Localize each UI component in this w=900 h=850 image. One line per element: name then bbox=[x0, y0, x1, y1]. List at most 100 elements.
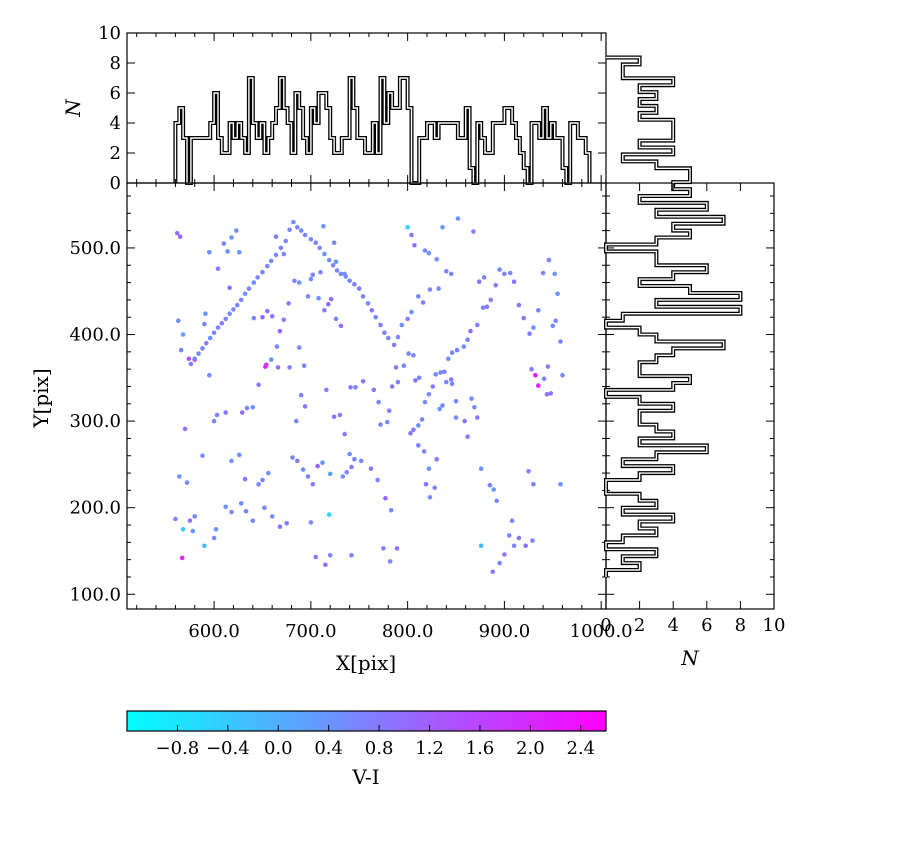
scatter-point bbox=[313, 240, 319, 245]
scatter-point bbox=[509, 518, 515, 523]
scatter-frame bbox=[126, 182, 607, 610]
scatter-point bbox=[360, 294, 366, 299]
x-tick-label: 900.0 bbox=[479, 621, 531, 642]
right-histogram-panel: 0 2 4 6 8 10 N bbox=[600, 55, 785, 670]
top-y-tick-label: 8 bbox=[110, 53, 121, 74]
scatter-point bbox=[179, 555, 185, 561]
scatter-point bbox=[416, 423, 421, 428]
scatter-point bbox=[256, 382, 261, 388]
scatter-point bbox=[405, 224, 410, 230]
scatter-point bbox=[497, 560, 502, 566]
scatter-point bbox=[448, 377, 454, 382]
right-histogram-x-title: N bbox=[680, 646, 700, 670]
scatter-point bbox=[462, 418, 468, 424]
scatter-point bbox=[555, 291, 560, 297]
colorbar-tick-label: 2.0 bbox=[516, 738, 545, 759]
y-tick-label: 200.0 bbox=[69, 498, 121, 519]
y-tick-label: 500.0 bbox=[69, 238, 121, 259]
top-y-tick-label: 10 bbox=[98, 23, 121, 44]
scatter-point bbox=[386, 408, 392, 414]
scatter-point bbox=[475, 322, 480, 328]
x-axis-title: X[pix] bbox=[336, 651, 396, 675]
scatter-point bbox=[192, 356, 197, 362]
scatter-points bbox=[173, 216, 565, 575]
scatter-point bbox=[180, 527, 186, 532]
y-tick-label: 400.0 bbox=[69, 325, 121, 346]
scatter-point bbox=[409, 309, 414, 315]
scatter-point bbox=[472, 405, 477, 410]
scatter-point bbox=[427, 495, 433, 500]
scatter-point bbox=[422, 399, 428, 405]
scatter-point bbox=[440, 224, 445, 230]
scatter-point bbox=[320, 460, 325, 466]
scatter-point bbox=[550, 323, 556, 329]
scatter-point bbox=[420, 300, 426, 305]
scatter-point bbox=[530, 538, 535, 543]
scatter-point bbox=[560, 372, 565, 378]
scatter-point bbox=[541, 376, 547, 382]
scatter-point bbox=[338, 323, 344, 329]
scatter-point bbox=[434, 456, 440, 462]
scatter-point bbox=[394, 546, 400, 551]
scatter-point bbox=[465, 337, 470, 343]
scatter-point bbox=[531, 325, 536, 330]
scatter-point bbox=[511, 543, 517, 549]
scatter-point bbox=[453, 398, 459, 404]
x-tick-label: 700.0 bbox=[285, 621, 337, 642]
scatter-point bbox=[416, 375, 422, 381]
scatter-point bbox=[186, 356, 192, 362]
scatter-point bbox=[333, 259, 339, 265]
scatter-point bbox=[187, 518, 193, 523]
scatter-point bbox=[322, 251, 327, 257]
top-histogram-panel: 0 2 4 6 8 10 N bbox=[61, 23, 607, 194]
scatter-point bbox=[465, 434, 470, 440]
scatter-point bbox=[558, 339, 563, 344]
scatter-point bbox=[347, 451, 352, 457]
scatter-point bbox=[436, 286, 441, 291]
y-axis-title: Y[pix] bbox=[29, 368, 53, 428]
scatter-point bbox=[521, 315, 526, 321]
scatter-point bbox=[229, 235, 234, 240]
scatter-point bbox=[235, 302, 240, 308]
right-histogram-inner bbox=[605, 56, 742, 577]
scatter-point bbox=[531, 482, 536, 487]
scatter-point bbox=[468, 328, 473, 334]
scatter-point bbox=[453, 415, 459, 420]
scatter-x-ticks: 600.0 700.0 800.0 900.0 1000.0 bbox=[136, 33, 633, 642]
scatter-point bbox=[385, 419, 390, 425]
right-histogram-bars bbox=[604, 55, 743, 577]
scatter-point bbox=[316, 295, 321, 301]
scatter-point bbox=[281, 251, 287, 257]
scatter-point bbox=[516, 302, 522, 308]
y-tick-label: 100.0 bbox=[69, 584, 121, 605]
scatter-point bbox=[215, 266, 221, 272]
scatter-point bbox=[317, 245, 322, 251]
scatter-point bbox=[223, 504, 228, 510]
top-histogram-y-title: N bbox=[61, 98, 85, 118]
scatter-point bbox=[432, 485, 438, 491]
colorbar-title: V-I bbox=[351, 765, 379, 789]
scatter-point bbox=[471, 229, 476, 234]
scatter-point bbox=[446, 356, 451, 362]
scatter-point bbox=[200, 346, 205, 351]
right-x-tick-label: 0 bbox=[600, 615, 611, 636]
scatter-point bbox=[291, 219, 296, 225]
scatter-point bbox=[302, 404, 308, 409]
scatter-point bbox=[409, 232, 414, 238]
scatter-point bbox=[348, 385, 353, 390]
scatter-point bbox=[342, 431, 348, 437]
top-y-tick-label: 0 bbox=[110, 173, 121, 194]
scatter-point bbox=[211, 330, 217, 336]
right-x-tick-label: 8 bbox=[735, 615, 746, 636]
scatter-point bbox=[421, 449, 427, 454]
scatter-point bbox=[173, 516, 178, 522]
scatter-point bbox=[334, 268, 340, 273]
scatter-point bbox=[502, 271, 507, 277]
scatter-point bbox=[395, 379, 401, 385]
scatter-point bbox=[268, 258, 274, 264]
scatter-point bbox=[239, 410, 245, 415]
scatter-point bbox=[536, 308, 541, 313]
scatter-point bbox=[283, 238, 289, 244]
scatter-point bbox=[461, 344, 467, 349]
